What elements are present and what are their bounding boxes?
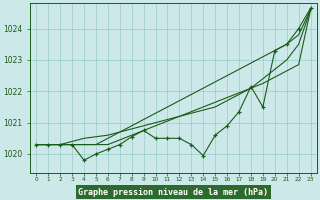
X-axis label: Graphe pression niveau de la mer (hPa): Graphe pression niveau de la mer (hPa) [78, 188, 268, 197]
